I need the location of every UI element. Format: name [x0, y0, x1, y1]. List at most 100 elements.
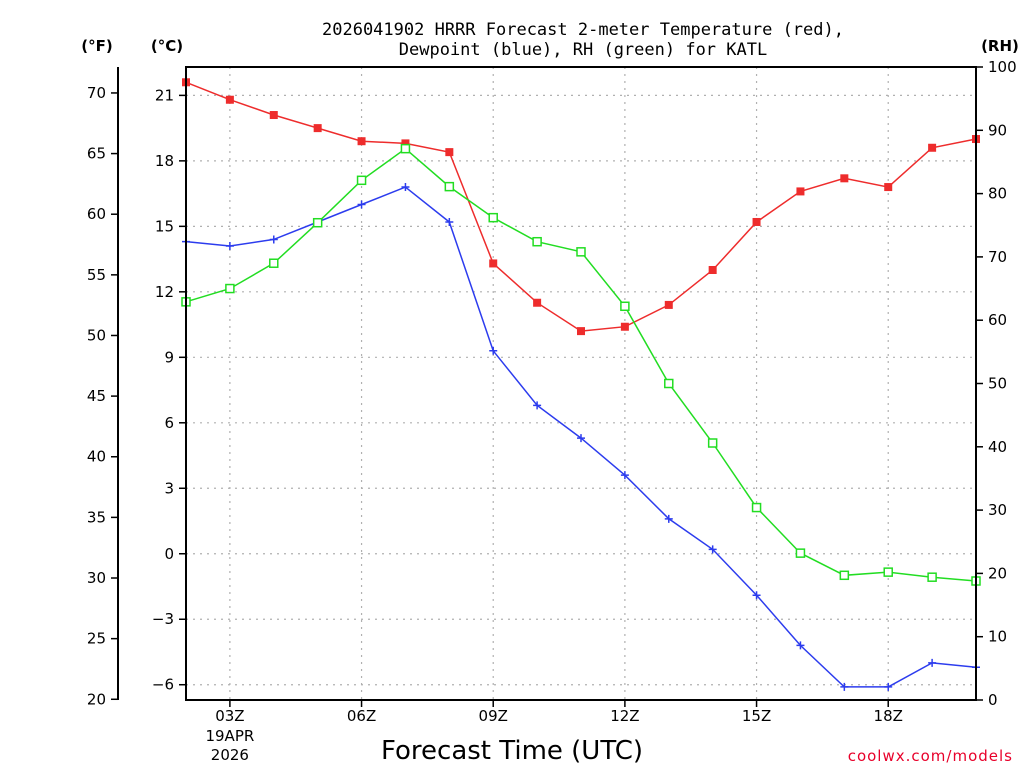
series-rh [181, 143, 981, 586]
series-temperature [182, 78, 980, 336]
fahrenheit-tick-label: 60 [87, 205, 106, 223]
data-point [752, 217, 761, 226]
data-point [620, 471, 629, 480]
data-point [225, 283, 235, 294]
data-point [883, 567, 893, 577]
data-point [664, 300, 673, 309]
celsius-tick-label: 6 [164, 414, 174, 432]
data-point [839, 570, 850, 581]
data-point [444, 181, 455, 192]
fahrenheit-tick-label: 35 [87, 508, 106, 526]
data-point [225, 95, 234, 104]
celsius-tick-label: 18 [155, 152, 174, 170]
data-point [664, 378, 674, 389]
data-point [840, 174, 849, 183]
data-point [313, 124, 322, 133]
x-tick-label: 09Z [479, 707, 508, 725]
grid-lines [186, 67, 976, 700]
chart-title-line1: 2026041902 HRRR Forecast 2-meter Tempera… [322, 20, 844, 40]
fahrenheit-tick-label: 55 [87, 266, 106, 284]
fahrenheit-tick-label: 45 [87, 387, 106, 405]
data-point [401, 139, 410, 148]
data-point [356, 175, 367, 186]
rh-tick-label: 30 [988, 501, 1007, 519]
celsius-tick-label: 0 [164, 545, 174, 563]
series-dewpoint [182, 183, 980, 691]
rh-tick-label: 0 [988, 691, 998, 709]
data-point [577, 327, 585, 336]
data-point [620, 322, 629, 331]
data-point [445, 217, 454, 226]
fahrenheit-tick-label: 70 [87, 84, 106, 102]
rh-tick-label: 40 [988, 438, 1007, 456]
fahrenheit-unit-label: (°F) [81, 37, 112, 55]
celsius-tick-label: 3 [164, 479, 174, 497]
data-point [928, 143, 937, 152]
data-point [269, 111, 278, 120]
data-point [269, 258, 279, 268]
data-point [751, 502, 762, 513]
rh-tick-label: 90 [988, 121, 1007, 139]
data-point [928, 658, 937, 667]
x-date-label: 19APR [205, 727, 254, 745]
fahrenheit-tick-label: 25 [87, 630, 106, 648]
celsius-tick-label: 15 [155, 217, 174, 235]
x-axis-title: Forecast Time (UTC) [381, 736, 643, 766]
data-point [752, 591, 761, 600]
series-layer [181, 78, 981, 691]
fahrenheit-tick-label: 65 [87, 145, 106, 163]
rh-tick-label: 100 [988, 58, 1017, 76]
rh-tick-label: 80 [988, 185, 1007, 203]
data-point [576, 247, 586, 257]
rh-tick-label: 70 [988, 248, 1007, 266]
data-point [796, 187, 805, 196]
data-point [708, 265, 717, 274]
plot-frame [185, 66, 977, 701]
celsius-tick-label: 12 [155, 283, 174, 301]
data-point [884, 183, 893, 192]
x-tick-label: 12Z [610, 707, 639, 725]
data-point [664, 514, 673, 523]
celsius-tick-label: −3 [152, 610, 174, 628]
data-point [357, 200, 366, 209]
x-tick-label: 18Z [874, 707, 903, 725]
chart-title-line2: Dewpoint (blue), RH (green) for KATL [399, 40, 767, 60]
data-point [533, 401, 542, 410]
celsius-tick-label: 21 [155, 86, 174, 104]
celsius-tick-label: −6 [152, 676, 174, 694]
data-point [488, 212, 498, 223]
data-point [269, 235, 278, 244]
data-point [357, 137, 366, 146]
data-point [707, 438, 718, 448]
celsius-tick-label: 9 [164, 348, 174, 366]
x-year-label: 2026 [211, 746, 249, 764]
data-point [401, 183, 410, 192]
rh-tick-label: 10 [988, 628, 1007, 646]
data-point [620, 301, 630, 312]
data-point [489, 346, 498, 355]
x-tick-label: 03Z [215, 707, 244, 725]
data-point [840, 682, 849, 691]
source-credit: coolwx.com/models [848, 747, 1013, 765]
data-point [400, 143, 411, 154]
data-point [796, 641, 805, 650]
series-line [185, 147, 977, 582]
series-line [185, 81, 977, 332]
fahrenheit-tick-label: 30 [87, 569, 106, 587]
x-tick-label: 06Z [347, 707, 376, 725]
rh-unit-label: (RH) [981, 37, 1019, 55]
data-point [927, 572, 937, 582]
data-point [533, 298, 542, 307]
rh-tick-label: 20 [988, 564, 1007, 582]
data-point [445, 148, 454, 157]
data-point [312, 217, 323, 228]
data-point [532, 236, 542, 247]
x-tick-label: 15Z [742, 707, 771, 725]
fahrenheit-tick-label: 20 [87, 690, 106, 708]
rh-tick-label: 50 [988, 375, 1007, 393]
data-point [577, 434, 585, 443]
data-point [708, 545, 717, 554]
data-point [489, 259, 498, 268]
